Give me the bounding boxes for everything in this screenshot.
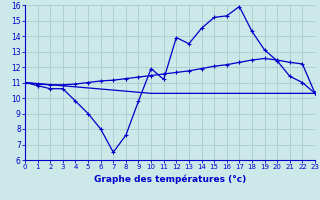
X-axis label: Graphe des températures (°c): Graphe des températures (°c): [94, 174, 246, 184]
